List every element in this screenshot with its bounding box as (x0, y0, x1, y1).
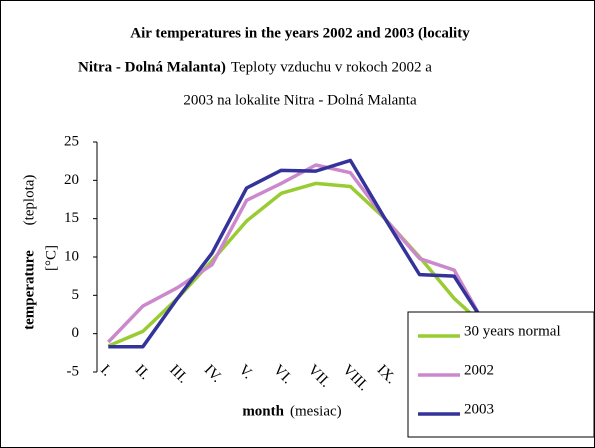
y-tick-label: 25 (64, 133, 79, 149)
y-tick-label: 0 (72, 325, 80, 341)
legend-label: 2003 (464, 401, 494, 417)
x-axis-label: month (242, 403, 284, 419)
y-tick-label: 10 (64, 248, 79, 264)
chart-title: Nitra - Dolná Malanta) (78, 59, 226, 75)
y-tick-label: 5 (72, 287, 80, 303)
series-line (107, 163, 491, 344)
x-axis-label: (mesiac) (290, 403, 342, 419)
y-axis-label: temperature (21, 250, 37, 330)
y-axis-label: (teplota) (21, 175, 37, 226)
y-axis-label: [°C] (43, 245, 59, 271)
legend-label: 30 years normal (464, 323, 561, 339)
y-tick-label: -5 (67, 363, 80, 379)
chart-subtitle: Teploty vzduchu v rokoch 2002 a (231, 59, 432, 75)
y-tick-label: 20 (64, 172, 79, 188)
y-tick-label: 15 (64, 210, 79, 226)
series-line (108, 158, 491, 349)
legend-label: 2002 (464, 362, 494, 378)
chart-title: Air temperatures in the years 2002 and 2… (130, 25, 470, 41)
chart-subtitle: 2003 na lokalite Nitra - Dolná Malanta (183, 92, 417, 108)
